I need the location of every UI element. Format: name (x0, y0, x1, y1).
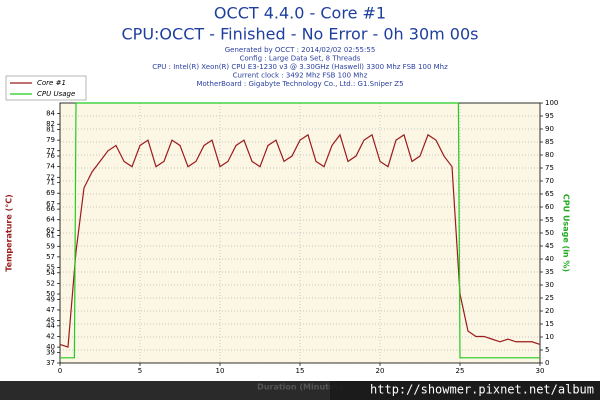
y-tick-label: 81 (46, 126, 55, 134)
legend-label: CPU Usage (37, 90, 75, 98)
watermark: http://showmer.pixnet.net/album (370, 383, 594, 397)
y2-tick-label: 35 (545, 268, 554, 276)
info-line: Generated by OCCT : 2014/02/02 02:55:55 (225, 46, 376, 54)
y-tick-label: 61 (46, 232, 55, 240)
x-axis-label: Duration (Minutes) (257, 383, 343, 392)
x-tick-label: 5 (138, 367, 142, 375)
chart-title: OCCT 4.4.0 - Core #1 (214, 4, 386, 23)
y-tick-label: 54 (46, 269, 55, 277)
y2-tick-label: 65 (545, 190, 554, 198)
y-tick-label: 71 (46, 179, 55, 187)
y-tick-label: 79 (46, 136, 55, 144)
series-line (60, 102, 540, 359)
y-tick-label: 67 (46, 200, 55, 208)
y-tick-label: 76 (46, 152, 55, 160)
y-tick-label: 42 (46, 332, 55, 340)
legend-label: Core #1 (37, 79, 66, 87)
y2-tick-label: 50 (545, 229, 554, 237)
y-tick-label: 74 (46, 163, 55, 171)
chart-subtitle: CPU:OCCT - Finished - No Error - 0h 30m … (122, 25, 479, 44)
y-tick-label: 72 (46, 173, 55, 181)
y-tick-label: 55 (46, 263, 55, 271)
y-tick-label: 37 (46, 359, 55, 367)
y2-axis-label: CPU Usage (in %) (562, 194, 571, 272)
info-line: Config : Large Data Set, 8 Threads (240, 55, 361, 63)
y-axis-label: Temperature (°C) (5, 194, 14, 272)
watermark-bg (330, 381, 600, 400)
y-tick-label: 84 (46, 110, 55, 118)
legend-box (5, 75, 87, 101)
y2-tick-label: 95 (545, 112, 554, 120)
y2-tick-label: 85 (545, 138, 554, 146)
y2-tick-label: 0 (545, 359, 549, 367)
y2-tick-label: 80 (545, 151, 554, 159)
y-tick-label: 47 (46, 306, 55, 314)
y-tick-label: 59 (46, 242, 55, 250)
y2-tick-label: 75 (545, 164, 554, 172)
x-tick-label: 10 (216, 367, 225, 375)
y2-tick-label: 40 (545, 255, 554, 263)
x-tick-label: 25 (456, 367, 465, 375)
y2-tick-label: 20 (545, 307, 554, 315)
x-tick-label: 15 (296, 367, 305, 375)
info-line: CPU : Intel(R) Xeon(R) CPU E3-1230 v3 @ … (152, 63, 448, 71)
y-tick-label: 57 (46, 253, 55, 261)
y-tick-label: 49 (46, 295, 55, 303)
y-tick-label: 50 (46, 290, 55, 298)
y-tick-label: 69 (46, 189, 55, 197)
y2-tick-label: 90 (545, 125, 554, 133)
y2-tick-label: 55 (545, 216, 554, 224)
y-tick-label: 40 (46, 343, 55, 351)
y-tick-label: 66 (46, 205, 55, 213)
x-tick-label: 30 (536, 367, 545, 375)
y2-tick-label: 70 (545, 177, 554, 185)
x-tick-label: 20 (376, 367, 385, 375)
y-tick-label: 45 (46, 317, 55, 325)
y2-tick-label: 15 (545, 320, 554, 328)
y2-tick-label: 45 (545, 242, 554, 250)
info-line: Current clock : 3492 Mhz FSB 100 Mhz (233, 72, 368, 80)
y2-tick-label: 10 (545, 333, 554, 341)
y-tick-label: 39 (46, 348, 55, 356)
y-tick-label: 62 (46, 226, 55, 234)
y2-tick-label: 5 (545, 346, 549, 354)
info-line: MotherBoard : Gigabyte Technology Co., L… (196, 80, 403, 88)
y-tick-label: 77 (46, 147, 55, 155)
y-tick-label: 82 (46, 120, 55, 128)
y-tick-label: 44 (46, 322, 55, 330)
y2-tick-label: 30 (545, 281, 554, 289)
y-tick-label: 64 (46, 216, 55, 224)
x-tick-label: 0 (58, 367, 62, 375)
y2-tick-label: 100 (545, 99, 558, 107)
y-tick-label: 52 (46, 279, 55, 287)
y2-tick-label: 60 (545, 203, 554, 211)
y2-tick-label: 25 (545, 294, 554, 302)
